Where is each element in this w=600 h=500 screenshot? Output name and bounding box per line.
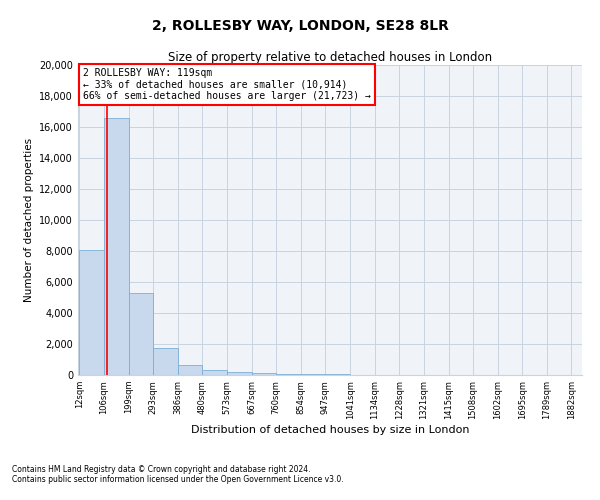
Bar xyxy=(252,374,276,375)
Bar xyxy=(104,118,128,375)
Bar xyxy=(202,370,227,375)
Title: Size of property relative to detached houses in London: Size of property relative to detached ho… xyxy=(168,51,492,64)
Bar xyxy=(276,374,301,375)
Bar xyxy=(301,374,325,375)
Bar xyxy=(325,374,350,375)
Text: Contains HM Land Registry data © Crown copyright and database right 2024.: Contains HM Land Registry data © Crown c… xyxy=(12,466,311,474)
Text: 2, ROLLESBY WAY, LONDON, SE28 8LR: 2, ROLLESBY WAY, LONDON, SE28 8LR xyxy=(152,18,448,32)
X-axis label: Distribution of detached houses by size in London: Distribution of detached houses by size … xyxy=(191,424,469,434)
Text: Contains public sector information licensed under the Open Government Licence v3: Contains public sector information licen… xyxy=(12,476,344,484)
Bar xyxy=(128,293,153,375)
Bar xyxy=(178,365,202,375)
Text: 2 ROLLESBY WAY: 119sqm
← 33% of detached houses are smaller (10,914)
66% of semi: 2 ROLLESBY WAY: 119sqm ← 33% of detached… xyxy=(83,68,371,102)
Y-axis label: Number of detached properties: Number of detached properties xyxy=(24,138,34,302)
Bar xyxy=(153,348,178,375)
Bar xyxy=(79,250,104,375)
Bar xyxy=(227,372,252,375)
